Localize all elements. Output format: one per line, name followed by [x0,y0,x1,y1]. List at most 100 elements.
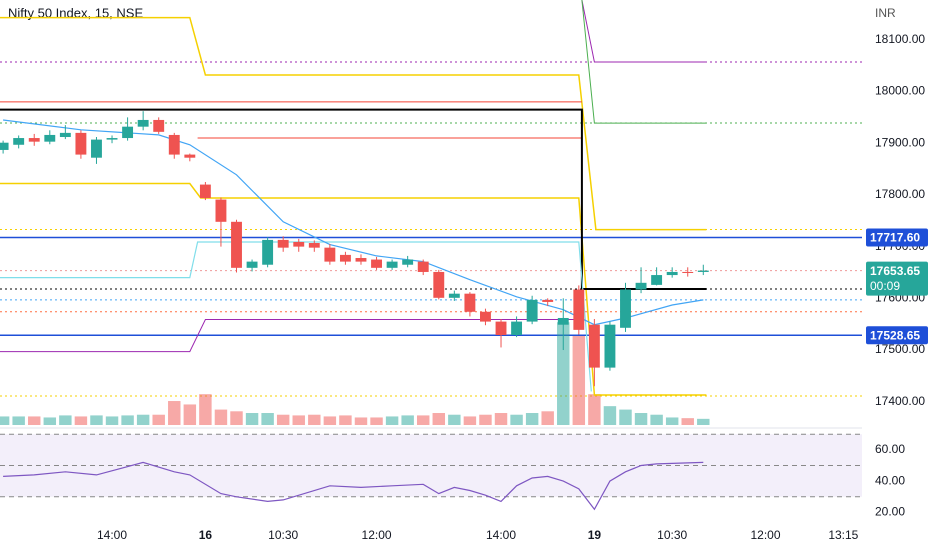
candle-body [542,299,554,302]
y-tick-label: 18000.00 [875,84,925,98]
indicator-line [0,16,707,231]
countdown: 00:09 [870,279,900,293]
volume-bar [292,415,305,425]
price-label: 17717.60 [870,231,920,245]
volume-bar [354,417,368,425]
volume-bar [385,416,399,425]
candle-body [573,289,585,330]
rsi-tick-label: 20.00 [875,505,905,519]
candle-body [417,261,429,272]
candle-body [28,138,40,142]
volume-bar [572,335,586,425]
candle-body [588,324,600,368]
volume-bar [463,416,477,425]
price-label-box [866,326,928,345]
candle-body [495,321,507,336]
y-tick-label: 17900.00 [875,135,925,149]
candle-body [184,154,196,158]
candle-body [262,239,274,265]
candle-body [59,132,71,138]
candle-body [293,241,305,247]
price-label: 17528.65 [870,328,920,342]
volume-bar [0,416,10,425]
volume-bar [479,414,492,425]
x-tick-label: 12:00 [751,528,781,542]
volume-bar [308,414,321,425]
candle-body [386,261,398,268]
rsi-tick-label: 40.00 [875,473,905,487]
volume-bar [12,416,25,425]
indicator-line [581,0,707,124]
indicator-line [0,182,707,396]
volume-bar [276,414,290,425]
candle-body [0,142,9,150]
volume-bar [183,404,197,425]
volume-bar [168,401,181,425]
volume-bar [634,413,648,425]
candle-body [666,271,678,276]
price-label: 17653.65 [870,264,920,278]
volume-bar [43,417,57,425]
volume-bar [370,417,383,425]
price-label-box [866,261,928,296]
x-tick-label: 13:15 [828,528,858,542]
volume-bar [603,406,617,425]
rsi-line [3,461,704,511]
volume-bar [665,417,679,425]
candle-body [371,259,382,268]
volume-bar [588,394,601,425]
volume-bar [199,394,212,425]
candle-body [339,254,351,262]
candle-body [697,270,709,272]
candle-body [215,199,227,222]
candle-body [75,132,87,155]
candle-body [526,299,538,322]
candle-body [557,317,569,325]
volume-bar [74,416,88,425]
x-tick-label: 10:30 [268,528,298,542]
candle-body [511,321,523,336]
indicator-line [0,319,582,353]
volume-bar [432,413,446,425]
x-tick-label: 16 [199,528,213,542]
volume-bar [619,409,632,425]
candle-body [635,282,647,290]
candle-body [620,289,631,328]
volume-bar [401,415,414,425]
candle-body [246,261,258,268]
candle-body [231,221,242,268]
candle-body [651,275,663,285]
candle-body [324,247,336,262]
rsi-tick-label: 60.00 [875,442,905,456]
volume-bar [525,413,539,425]
candle-body [137,119,149,127]
x-tick-label: 19 [588,528,602,542]
x-tick-label: 14:00 [97,528,127,542]
volume-bar [557,322,570,425]
volume-bar [59,415,72,425]
volume-bar [121,415,134,425]
chart-title: Nifty 50 Index, 15, NSE [8,5,143,20]
price-label-box [866,228,928,247]
volume-bar [323,416,337,425]
y-tick-label: 17400.00 [875,394,925,408]
candle-body [308,243,320,248]
y-tick-label: 17500.00 [875,342,925,356]
volume-bar [681,418,694,425]
candle-body [277,239,289,248]
volume-bar [90,415,103,425]
candle-body [122,126,134,139]
volume-bar [416,415,430,425]
indicator-line [581,0,707,63]
currency: INR [875,6,896,20]
volume-bar [448,414,461,425]
volume-bar [105,416,119,425]
candle-body [106,138,118,140]
candle-body [355,257,367,262]
volume-bar [28,416,41,425]
volume-bar [214,409,228,425]
candle-body [604,324,616,368]
x-tick-label: 12:00 [362,528,392,542]
candle-body [199,184,211,199]
